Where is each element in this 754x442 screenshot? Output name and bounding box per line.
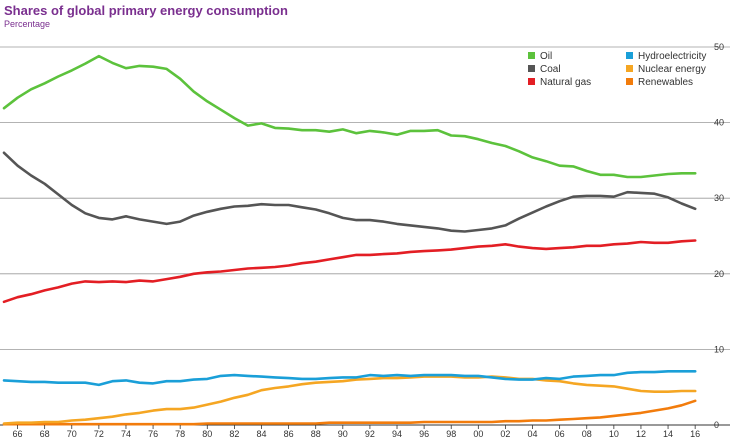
series-line-coal — [2, 151, 697, 233]
x-tick-label: 12 — [636, 429, 646, 439]
x-tick-label: 14 — [663, 429, 673, 439]
x-tick-label: 08 — [582, 429, 592, 439]
x-tick-label: 02 — [500, 429, 510, 439]
y-tick-label: 40 — [714, 118, 724, 128]
legend-label: Hydroelectricity — [638, 51, 706, 62]
legend-swatch — [528, 78, 535, 85]
series-line-nuclear-energy — [2, 375, 697, 425]
y-tick-label: 20 — [714, 269, 724, 279]
legend-label: Renewables — [638, 77, 693, 88]
legend: Oil Coal Natural gas Hydroelectricity Nuclea… — [528, 51, 706, 88]
legend-label: Nuclear energy — [638, 64, 706, 75]
x-tick-label: 90 — [338, 429, 348, 439]
legend-label: Oil — [540, 51, 552, 62]
x-tick-label: 04 — [528, 429, 538, 439]
legend-swatch — [626, 65, 633, 72]
x-tick-label: 94 — [392, 429, 402, 439]
x-tick-label: 06 — [555, 429, 565, 439]
y-tick-label: 10 — [714, 344, 724, 354]
x-tick-label: 84 — [256, 429, 266, 439]
legend-swatch — [528, 52, 535, 59]
chart-title: Shares of global primary energy consumpt… — [4, 3, 288, 18]
series-line-natural-gas — [2, 239, 697, 304]
x-tick-label: 74 — [121, 429, 131, 439]
x-tick-label: 66 — [13, 429, 23, 439]
x-tick-label: 76 — [148, 429, 158, 439]
legend-swatch — [626, 52, 633, 59]
x-tick-label: 10 — [609, 429, 619, 439]
x-tick-label: 72 — [94, 429, 104, 439]
series-lines — [2, 54, 697, 426]
x-tick-label: 98 — [446, 429, 456, 439]
grid-lines — [0, 46, 730, 426]
y-tick-label: 50 — [714, 42, 724, 52]
x-tick-label: 82 — [229, 429, 239, 439]
legend-swatch — [528, 65, 535, 72]
x-tick-label: 70 — [67, 429, 77, 439]
legend-swatch — [626, 78, 633, 85]
x-tick-label: 86 — [284, 429, 294, 439]
series-line-renewables — [2, 399, 697, 426]
legend-label: Coal — [540, 64, 561, 75]
x-tick-label: 88 — [311, 429, 321, 439]
y-tick-label: 0 — [714, 420, 719, 430]
x-tick-label: 00 — [473, 429, 483, 439]
y-tick-label: 30 — [714, 193, 724, 203]
x-tick-label: 16 — [690, 429, 700, 439]
x-tick-label: 68 — [40, 429, 50, 439]
x-tick-label: 78 — [175, 429, 185, 439]
series-line-hydroelectricity — [2, 369, 697, 387]
series-line-oil — [2, 54, 697, 179]
x-tick-label: 92 — [365, 429, 375, 439]
x-tick-label: 96 — [419, 429, 429, 439]
chart-subtitle: Percentage — [4, 19, 51, 29]
legend-label: Natural gas — [540, 77, 591, 88]
x-tick-label: 80 — [202, 429, 212, 439]
axes: 0 10 20 30 40 50 66 68 70 72 74 76 78 80 82 84 86 88 90 92 9… — [13, 42, 724, 439]
